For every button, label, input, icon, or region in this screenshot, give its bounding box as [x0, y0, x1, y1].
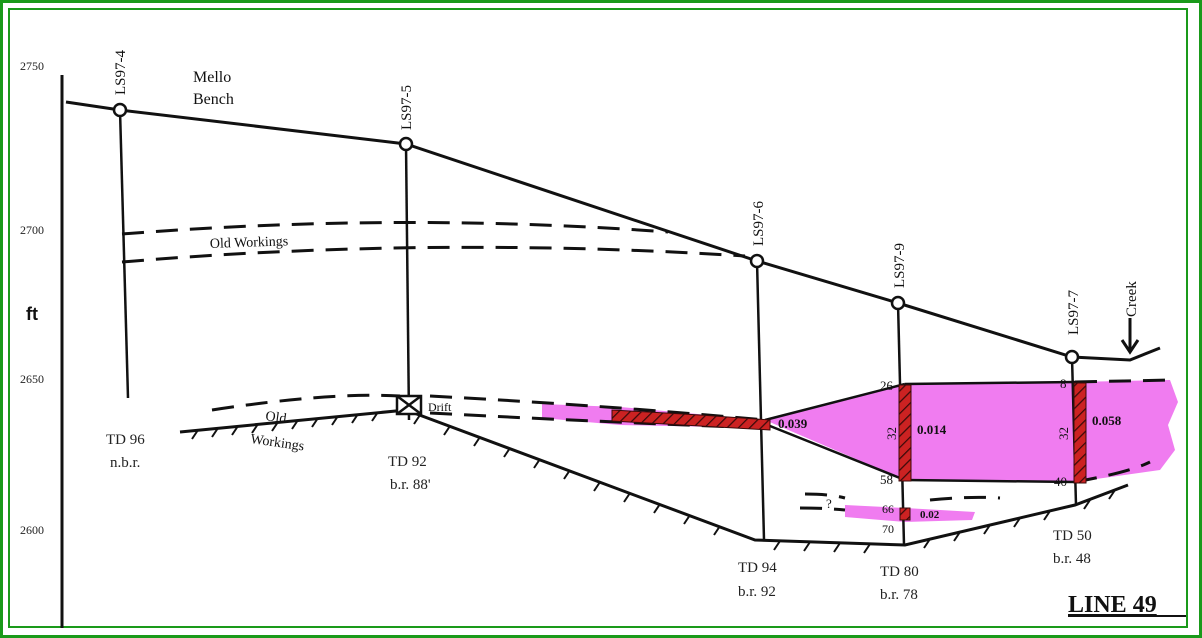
old-workings-lower-label-2: Workings	[249, 432, 305, 454]
td-ls97-4: TD 96	[106, 432, 145, 448]
tick-label-2750: 2750	[20, 59, 44, 73]
grade-ls97-6: 0.039	[778, 416, 808, 431]
grade-ls97-7: 0.058	[1092, 413, 1122, 428]
tick-label-2700: 2700	[20, 223, 44, 237]
interval-ls97-9-lower-bottom: 70	[882, 522, 894, 536]
inner-frame	[8, 8, 1188, 628]
td-ls97-7: TD 50	[1053, 528, 1092, 544]
interval-ls97-7-length: 32	[1056, 427, 1071, 440]
assay-interval-ls97-9	[898, 384, 912, 482]
collar-markers	[112, 102, 1080, 365]
assay-interval-ls97-7	[1073, 382, 1087, 484]
td-ls97-6: TD 94	[738, 560, 777, 576]
assay-interval-ls97-9-lower	[899, 507, 911, 521]
td-ls97-9: TD 80	[880, 564, 919, 580]
interval-ls97-9-length: 32	[884, 427, 899, 440]
note-ls97-5: b.r. 88'	[390, 477, 431, 493]
question-mark: ?	[826, 496, 832, 511]
tick-label-2650: 2650	[20, 372, 44, 386]
grade-ls97-9-lower: 0.02	[920, 509, 940, 521]
drift-label: Drift	[428, 400, 452, 414]
zone-outlines	[764, 380, 1076, 484]
note-ls97-9: b.r. 78	[880, 587, 918, 603]
line-title: LINE 49	[1068, 592, 1157, 618]
interval-ls97-7-bottom: 40	[1054, 474, 1067, 489]
bedrock-surface	[179, 408, 1129, 547]
hole-id-ls97-5: LS97-5	[399, 85, 415, 130]
hole-id-ls97-7: LS97-7	[1066, 290, 1082, 336]
old-workings-upper-label: Old Workings	[210, 234, 289, 252]
interval-ls97-9-bottom: 58	[880, 472, 893, 487]
hole-id-ls97-9: LS97-9	[892, 243, 908, 288]
note-ls97-4: n.b.r.	[110, 455, 140, 471]
grade-ls97-9: 0.014	[917, 422, 947, 437]
note-ls97-7: b.r. 48	[1053, 551, 1091, 567]
hole-id-ls97-6: LS97-6	[751, 201, 767, 247]
bench-label: Bench	[193, 91, 234, 108]
hole-id-ls97-4: LS97-4	[113, 50, 129, 96]
td-ls97-5: TD 92	[388, 454, 427, 470]
topographic-surface	[65, 100, 1161, 362]
creek-arrow-icon	[1120, 318, 1140, 355]
interval-ls97-9-lower-top: 66	[882, 502, 894, 516]
tick-label-2600: 2600	[20, 523, 44, 537]
note-ls97-6: b.r. 92	[738, 584, 776, 600]
mineral-zone-main	[765, 380, 1178, 482]
axis-unit-label: ft	[26, 304, 38, 324]
bedrock-hachures	[191, 411, 1116, 554]
old-workings-lower-label-1: Old	[264, 409, 287, 427]
interval-ls97-9-top: 26	[880, 378, 894, 393]
interval-ls97-7-top: 8	[1060, 376, 1067, 391]
assay-interval-ls97-6	[611, 409, 771, 431]
drift-symbol	[395, 394, 423, 416]
mello-label: Mello	[193, 69, 231, 86]
creek-label: Creek	[1124, 281, 1140, 317]
